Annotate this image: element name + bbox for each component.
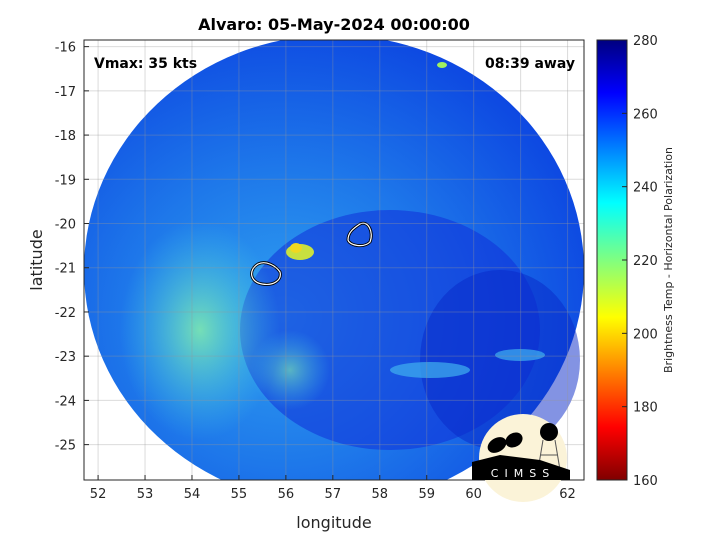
- colorbar-tick-label: 180: [633, 401, 658, 416]
- axes-box: [83, 39, 585, 481]
- x-tick-label: 56: [278, 487, 295, 502]
- x-tick-label: 55: [231, 487, 248, 502]
- colorbar-tick-label: 240: [633, 181, 658, 196]
- plot-title: Alvaro: 05-May-2024 00:00:00: [198, 15, 470, 34]
- y-tick-label: -20: [55, 218, 76, 233]
- colorbar-tick-label: 200: [633, 327, 658, 342]
- y-tick-label: -17: [55, 85, 76, 100]
- x-tick-label: 62: [559, 487, 576, 502]
- colorbar-label: Brightness Temp - Horizontal Polarizatio…: [662, 147, 675, 373]
- vmax-label: Vmax: 35 kts: [94, 56, 197, 72]
- y-tick-label: -22: [55, 306, 76, 321]
- x-tick-label: 60: [465, 487, 482, 502]
- y-tick-label: -23: [55, 350, 76, 365]
- grid-lines: [84, 40, 584, 480]
- colorbar-tick-labels: 280 260 240 220 200 180 160: [622, 34, 658, 489]
- x-tick-label: 54: [184, 487, 201, 502]
- x-tick-label: 52: [90, 487, 107, 502]
- y-tick-label: -19: [55, 173, 76, 188]
- cimss-logo: CIMSS: [472, 414, 570, 502]
- logo-text: CIMSS: [491, 467, 555, 480]
- x-tick-label: 53: [137, 487, 154, 502]
- y-axis-label: latitude: [27, 229, 46, 290]
- colorbar-tick-label: 280: [633, 34, 658, 49]
- x-tick-label: 59: [418, 487, 435, 502]
- time-away-label: 08:39 away: [485, 56, 575, 72]
- x-tick-label: 58: [372, 487, 389, 502]
- colorbar-tick-label: 220: [633, 254, 658, 269]
- y-tick-label: -16: [55, 41, 76, 56]
- y-tick-labels: -16 -17 -18 -19 -20 -21 -22 -23 -24 -25: [55, 41, 76, 454]
- x-tick-label: 57: [325, 487, 342, 502]
- y-tick-label: -25: [55, 439, 76, 454]
- y-tick-label: -21: [55, 262, 76, 277]
- colorbar-tick-label: 260: [633, 107, 658, 122]
- y-tick-label: -18: [55, 129, 76, 144]
- x-axis-label: longitude: [296, 513, 371, 532]
- y-tick-label: -24: [55, 394, 76, 409]
- brightness-image: [84, 40, 584, 480]
- colorbar-tick-label: 160: [633, 474, 658, 489]
